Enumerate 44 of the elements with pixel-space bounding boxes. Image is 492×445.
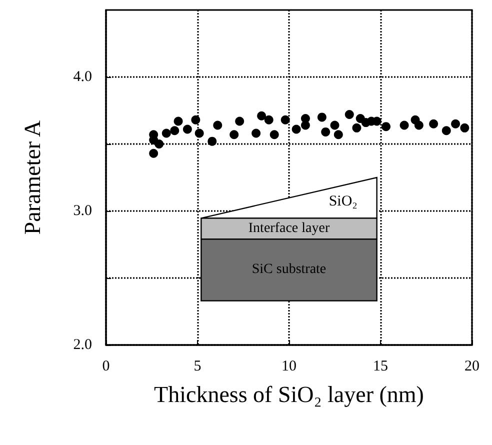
point [334, 130, 343, 140]
point [170, 126, 180, 136]
point [460, 123, 470, 132]
point [442, 126, 451, 136]
y-tick-label: 4.0 [73, 69, 92, 85]
point [208, 136, 217, 146]
point [257, 111, 266, 120]
point [429, 119, 438, 128]
point [270, 130, 279, 140]
point [382, 122, 390, 132]
point [292, 124, 301, 134]
point [149, 148, 158, 158]
point [154, 140, 164, 148]
point [230, 130, 239, 140]
point [213, 120, 222, 130]
y-axis-title: Parameter A [20, 120, 45, 235]
point [414, 120, 424, 130]
x-tick-label: 15 [373, 358, 388, 374]
x-tick-label: 10 [282, 358, 296, 374]
point [174, 116, 183, 126]
point [352, 123, 362, 132]
annotation: SiC substrate [252, 262, 326, 278]
point [317, 112, 326, 122]
point [252, 128, 261, 138]
point [162, 128, 171, 138]
point [182, 124, 192, 134]
point [400, 120, 409, 130]
annotation: SiO₂ [328, 193, 358, 210]
point [280, 115, 290, 124]
point [344, 110, 354, 120]
y-tick-label: 2.0 [73, 337, 92, 353]
point [321, 127, 330, 136]
annotation: Interface layer [248, 220, 330, 236]
y-tick-label: 3.0 [73, 203, 92, 219]
point [330, 120, 340, 130]
x-tick-label: 20 [464, 358, 480, 374]
x-tick-label: 5 [194, 358, 202, 374]
point [264, 115, 274, 124]
x-axis-title: Thickness of SiO₂ layer (nm) [154, 382, 424, 407]
point [191, 115, 200, 124]
point [194, 128, 204, 138]
point [235, 116, 244, 126]
x-tick-label: 0 [102, 358, 110, 374]
point [451, 119, 460, 128]
